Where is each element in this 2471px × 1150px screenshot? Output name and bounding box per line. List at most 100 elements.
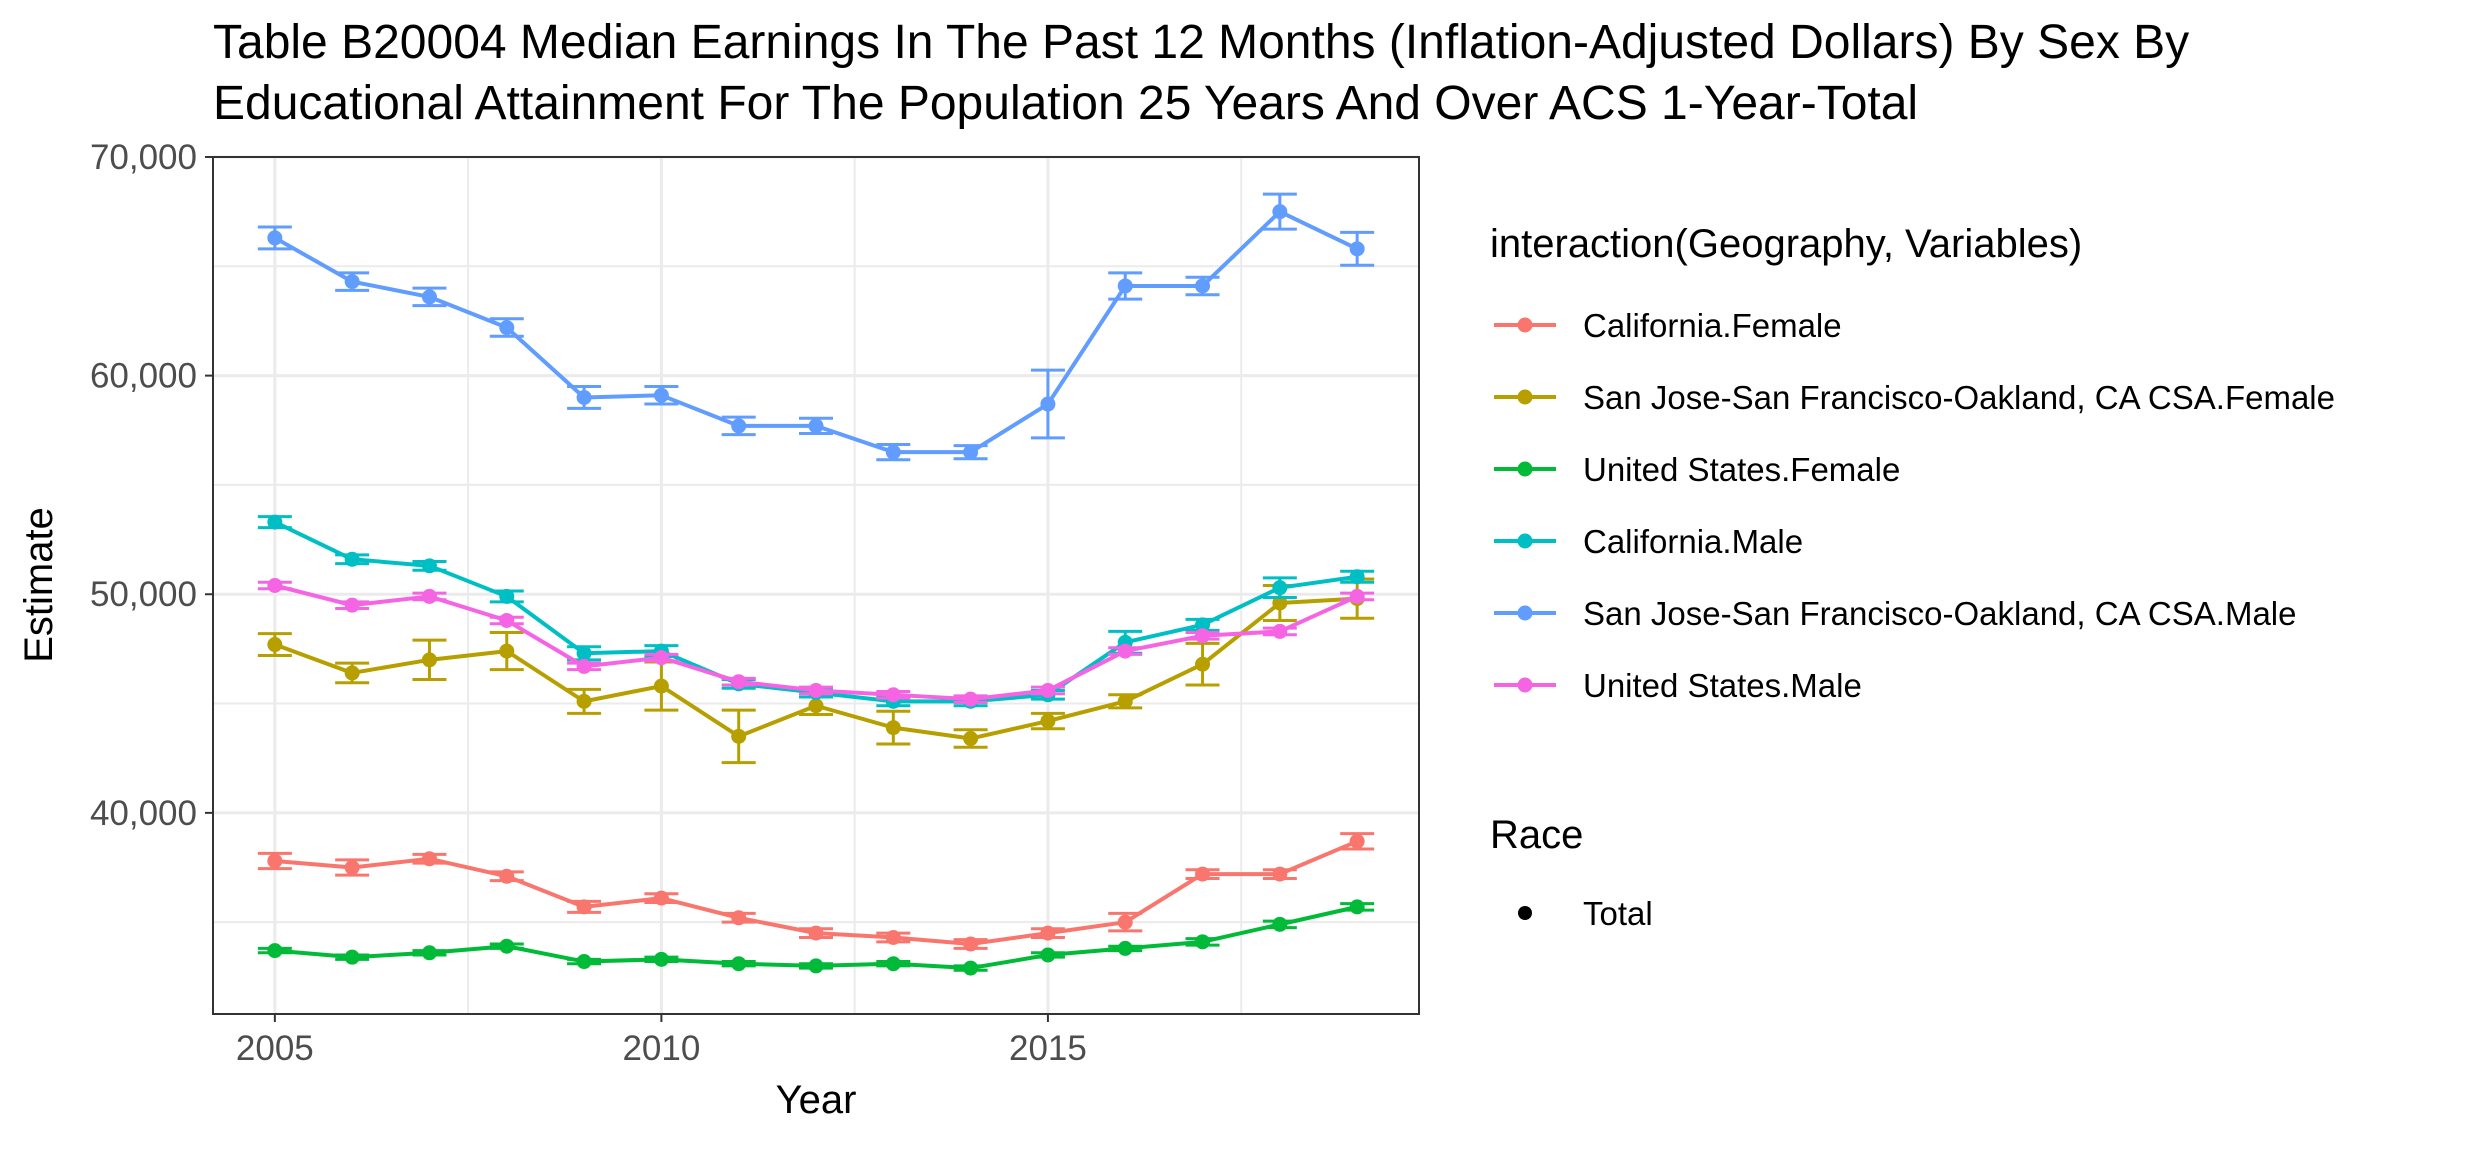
data-point — [731, 418, 747, 434]
data-point — [731, 674, 747, 690]
data-point — [1117, 643, 1133, 659]
data-point — [499, 612, 515, 628]
data-point — [808, 925, 824, 941]
data-point — [731, 728, 747, 744]
data-point — [1040, 925, 1056, 941]
data-point — [344, 274, 360, 290]
data-point — [885, 687, 901, 703]
data-point — [885, 720, 901, 736]
data-point — [267, 637, 283, 653]
data-point — [1040, 713, 1056, 729]
data-point — [731, 910, 747, 926]
data-point — [731, 956, 747, 972]
series-3 — [257, 899, 1375, 976]
data-point — [1117, 278, 1133, 294]
shape-legend-key-point — [1518, 906, 1532, 920]
data-point — [267, 514, 283, 530]
shape-legend-label: Total — [1583, 895, 1653, 932]
x-axis-title: Year — [776, 1078, 857, 1122]
legend-label: San Jose-San Francisco-Oakland, CA CSA.M… — [1583, 595, 2296, 632]
shape-legend-title: Race — [1490, 813, 1583, 857]
legend-key-point — [1517, 677, 1533, 693]
data-point — [885, 444, 901, 460]
data-point — [1195, 656, 1211, 672]
series-1 — [257, 832, 1375, 952]
data-point — [1272, 595, 1288, 611]
data-point — [1272, 916, 1288, 932]
data-point — [1272, 623, 1288, 639]
data-point — [653, 650, 669, 666]
legend-key-point — [1517, 461, 1533, 477]
legend-label: United States.Male — [1583, 667, 1862, 704]
data-point — [1349, 588, 1365, 604]
legend-entry-3: United States.Female — [1494, 451, 1900, 488]
data-point — [499, 643, 515, 659]
data-point — [963, 936, 979, 952]
y-tick-label: 60,000 — [90, 357, 197, 396]
data-point — [1349, 899, 1365, 915]
data-point — [576, 899, 592, 915]
legend-label: California.Male — [1583, 523, 1803, 560]
data-point — [421, 558, 437, 574]
data-point — [267, 578, 283, 593]
plot-border — [212, 156, 1420, 1015]
data-point — [421, 588, 437, 604]
data-point — [1195, 934, 1211, 950]
data-point — [267, 943, 283, 959]
data-point — [808, 698, 824, 714]
data-point — [808, 682, 824, 698]
legend-key-point — [1517, 533, 1533, 549]
legend-label: San Jose-San Francisco-Oakland, CA CSA.F… — [1583, 379, 2335, 416]
legend-entry-1: California.Female — [1494, 307, 1842, 344]
data-point — [499, 868, 515, 884]
y-tick-label: 40,000 — [90, 794, 197, 833]
data-point — [344, 597, 360, 613]
data-point — [421, 652, 437, 668]
legend-label: California.Female — [1583, 307, 1842, 344]
y-tick-label: 70,000 — [90, 138, 197, 177]
data-point — [1272, 204, 1288, 220]
data-point — [576, 658, 592, 674]
data-point — [344, 665, 360, 681]
legend-key-point — [1517, 389, 1533, 405]
plot-background — [213, 157, 1419, 1014]
data-point — [1117, 914, 1133, 930]
x-tick-label: 2010 — [622, 1029, 700, 1068]
data-point — [653, 951, 669, 967]
data-point — [885, 929, 901, 945]
data-point — [653, 890, 669, 906]
series-layer — [257, 192, 1375, 976]
chart-title: Table B20004 Median Earnings In The Past… — [213, 16, 2189, 130]
legend-title: interaction(Geography, Variables) — [1490, 222, 2082, 266]
data-point — [344, 551, 360, 567]
data-point — [1349, 241, 1365, 257]
data-point — [421, 851, 437, 867]
data-point — [808, 418, 824, 434]
data-point — [885, 956, 901, 972]
y-axis: 40,000 50,000 60,000 70,000 — [90, 138, 213, 833]
x-tick-label: 2015 — [1009, 1029, 1087, 1068]
data-point — [499, 588, 515, 604]
data-point — [963, 960, 979, 976]
chart-title-line-1: Table B20004 Median Earnings In The Past… — [213, 16, 2189, 69]
data-point — [963, 444, 979, 460]
data-point — [576, 389, 592, 405]
data-point — [267, 853, 283, 869]
data-point — [1117, 940, 1133, 956]
data-point — [1195, 866, 1211, 882]
data-point — [576, 645, 592, 661]
data-point — [1195, 278, 1211, 294]
data-point — [499, 938, 515, 954]
legend-entries: California.Female San Jose-San Francisco-… — [1494, 307, 2335, 704]
y-tick-label: 50,000 — [90, 575, 197, 614]
series-5 — [257, 192, 1375, 462]
data-point — [1272, 580, 1288, 596]
x-tick-label: 2005 — [236, 1029, 314, 1068]
data-point — [1040, 682, 1056, 698]
data-point — [499, 320, 515, 336]
data-point — [1040, 396, 1056, 412]
series-6 — [257, 578, 1375, 707]
legend-entry-2: San Jose-San Francisco-Oakland, CA CSA.F… — [1494, 379, 2335, 416]
legend-label: United States.Female — [1583, 451, 1900, 488]
